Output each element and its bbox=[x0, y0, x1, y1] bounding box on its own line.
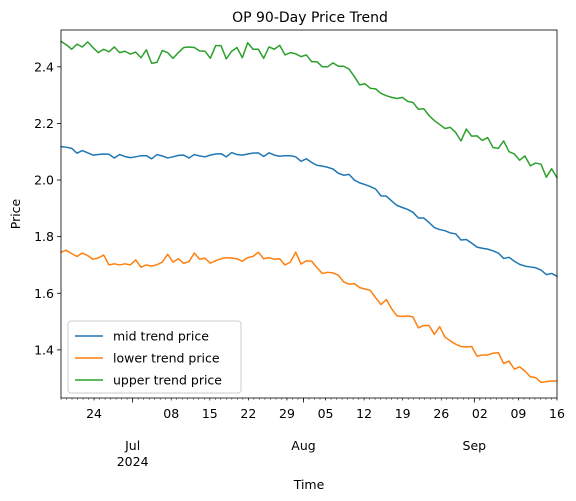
x-major-tick-sublabel: 2024 bbox=[117, 454, 149, 469]
x-minor-tick-label: 12 bbox=[356, 406, 372, 421]
x-minor-tick-label: 26 bbox=[433, 406, 449, 421]
x-minor-tick-label: 29 bbox=[279, 406, 295, 421]
x-major-tick-label: Aug bbox=[291, 438, 315, 453]
series-line-upper-trend-price bbox=[60, 40, 558, 179]
series-line-lower-trend-price bbox=[60, 249, 558, 384]
y-axis-label: Price bbox=[8, 198, 23, 229]
series-line-mid-trend-price bbox=[60, 145, 558, 278]
legend-label: upper trend price bbox=[113, 373, 222, 388]
chart-title: OP 90-Day Price Trend bbox=[232, 10, 388, 26]
legend: mid trend price lower trend price upper tr… bbox=[67, 320, 242, 394]
x-minor-tick-label: 24 bbox=[86, 406, 102, 421]
y-tick-label: 1.8 bbox=[34, 229, 54, 244]
legend-label: mid trend price bbox=[113, 329, 209, 344]
x-minor-tick-label: 09 bbox=[510, 406, 526, 421]
y-tick-label: 1.4 bbox=[34, 342, 54, 357]
y-tick-label: 2.4 bbox=[34, 59, 54, 74]
x-minor-tick-label: 22 bbox=[240, 406, 256, 421]
x-minor-tick-label: 08 bbox=[163, 406, 179, 421]
series-lines bbox=[60, 40, 558, 384]
axis-ticks: 1.4 1.6 1.8 2.0 2.2 2.4 24 08 15 22 29 05 12 19 26 02 09… bbox=[34, 59, 565, 469]
x-major-tick-label: Sep bbox=[463, 438, 487, 453]
legend-label: lower trend price bbox=[113, 351, 220, 366]
y-tick-label: 2.2 bbox=[34, 116, 54, 131]
y-tick-label: 2.0 bbox=[34, 173, 54, 188]
x-minor-tick-label: 16 bbox=[549, 406, 565, 421]
x-minor-tick-label: 15 bbox=[202, 406, 218, 421]
x-minor-tick-label: 19 bbox=[395, 406, 411, 421]
x-minor-tick-label: 05 bbox=[318, 406, 334, 421]
x-major-tick-label: Jul bbox=[124, 438, 140, 453]
legend-frame bbox=[67, 320, 242, 394]
x-axis-label: Time bbox=[293, 477, 325, 492]
y-tick-label: 1.6 bbox=[34, 286, 54, 301]
plot-frame bbox=[60, 29, 558, 399]
x-minor-tick-label: 02 bbox=[472, 406, 488, 421]
